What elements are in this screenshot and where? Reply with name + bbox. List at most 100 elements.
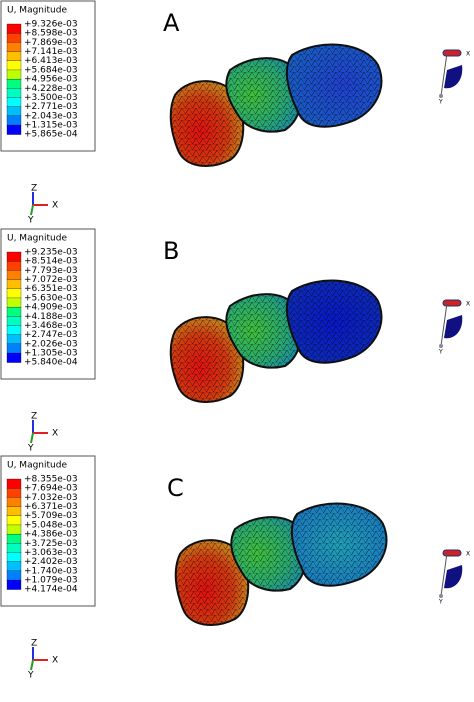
legend-band (6, 288, 22, 299)
legend-value: +4.909e-03 (24, 303, 78, 313)
mesh-model (174, 502, 388, 626)
legend-band (6, 343, 22, 354)
legend-band (6, 552, 22, 563)
legend-value: +5.048e-03 (24, 520, 78, 530)
legend-value: +4.174e-04 (24, 585, 78, 595)
icon-top (442, 299, 462, 307)
legend-band (6, 251, 22, 262)
legend-band (6, 488, 22, 498)
triad-label: Y (27, 444, 34, 454)
legend-band (6, 23, 22, 34)
legend-band (6, 543, 22, 553)
legend-band (6, 506, 22, 517)
icon-shape (444, 315, 463, 339)
legend-band (6, 115, 22, 126)
legend-band (6, 570, 22, 581)
legend-band (6, 279, 22, 290)
mesh-lines (286, 44, 382, 127)
legend-band (6, 561, 22, 572)
legend-value: +3.063e-03 (24, 548, 78, 558)
legend-value: +8.598e-03 (24, 29, 78, 39)
legend-value: +7.869e-03 (24, 38, 78, 48)
legend-value: +7.793e-03 (24, 266, 78, 276)
icon-label: X (466, 301, 470, 308)
legend-value: +5.865e-04 (24, 130, 78, 140)
triad-label: Z (31, 412, 37, 422)
icon-label: X (466, 51, 470, 58)
legend-value: +4.188e-03 (24, 312, 78, 322)
legend-value: +2.771e-03 (24, 102, 78, 112)
legend-value: +4.956e-03 (24, 75, 78, 85)
triad-y (30, 432, 34, 444)
icon-dot (439, 94, 443, 98)
panel: U, Magnitude +9.326e-03+8.598e-03+7.869e-… (0, 0, 470, 226)
legend-value: +7.072e-03 (24, 275, 78, 285)
legend-value: +7.032e-03 (24, 493, 78, 503)
legend-value: +4.228e-03 (24, 84, 78, 94)
legend-band (6, 261, 22, 271)
triad-label: Z (31, 184, 37, 194)
icon-label: Y (438, 349, 443, 356)
triad-y (30, 204, 34, 216)
legend-title: U, Magnitude (7, 234, 67, 244)
mesh-lines (226, 294, 302, 368)
legend-band (6, 306, 22, 317)
triad-y (30, 659, 34, 671)
icon-top (442, 49, 462, 57)
legend-band (6, 124, 22, 135)
panel-label: A (163, 9, 180, 37)
legend-value: +2.747e-03 (24, 330, 78, 340)
icon-label: Y (438, 99, 443, 106)
mesh-lines (170, 317, 244, 402)
legend-value: +1.305e-03 (24, 349, 78, 359)
icon-dot (439, 344, 443, 348)
triad-label: X (52, 429, 58, 439)
legend-value: +8.514e-03 (24, 257, 78, 267)
legend-band (6, 78, 22, 89)
legend-title: U, Magnitude (7, 6, 67, 16)
legend-band (6, 497, 22, 508)
legend-value: +7.141e-03 (24, 47, 78, 57)
legend-value: +1.740e-03 (24, 566, 78, 576)
mesh-lines (291, 503, 387, 586)
legend-value: +2.026e-03 (24, 339, 78, 349)
triad-label: Y (27, 671, 34, 681)
triad-label: Y (27, 216, 34, 226)
icon-dot (439, 594, 443, 598)
legend-value: +3.500e-03 (24, 93, 78, 103)
triad-label: X (52, 656, 58, 666)
icon-label: Y (438, 599, 443, 606)
legend-value: +7.694e-03 (24, 484, 78, 494)
legend-value: +5.630e-03 (24, 293, 78, 303)
icon-shape (444, 565, 463, 589)
legend-band (6, 106, 22, 117)
mesh-lines (175, 540, 249, 625)
panel-label: B (163, 237, 179, 265)
panel: U, Magnitude +9.235e-03+8.514e-03+7.793e-… (0, 228, 470, 454)
mesh-model (169, 279, 383, 403)
icon-shape (444, 65, 463, 89)
legend-value: +6.413e-03 (24, 56, 78, 66)
triad-label: X (52, 201, 58, 211)
legend-band (6, 33, 22, 43)
legend-value: +1.315e-03 (24, 121, 78, 131)
mesh-model (169, 43, 383, 167)
legend-value: +6.351e-03 (24, 284, 78, 294)
legend-value: +2.402e-03 (24, 557, 78, 567)
legend-band (6, 69, 22, 80)
legend-value: +9.235e-03 (24, 248, 78, 258)
legend-value: +5.684e-03 (24, 65, 78, 75)
legend-value: +5.840e-04 (24, 358, 78, 368)
legend-band (6, 97, 22, 108)
legend-band (6, 524, 22, 535)
legend-value: +3.468e-03 (24, 321, 78, 331)
mesh-lines (286, 280, 382, 363)
legend-value: +8.355e-03 (24, 475, 78, 485)
legend-band (6, 88, 22, 98)
icon-rod (440, 52, 448, 97)
legend-band (6, 325, 22, 336)
panel-label: C (167, 474, 184, 502)
triad-label: Z (31, 639, 37, 649)
legend-band (6, 515, 22, 526)
